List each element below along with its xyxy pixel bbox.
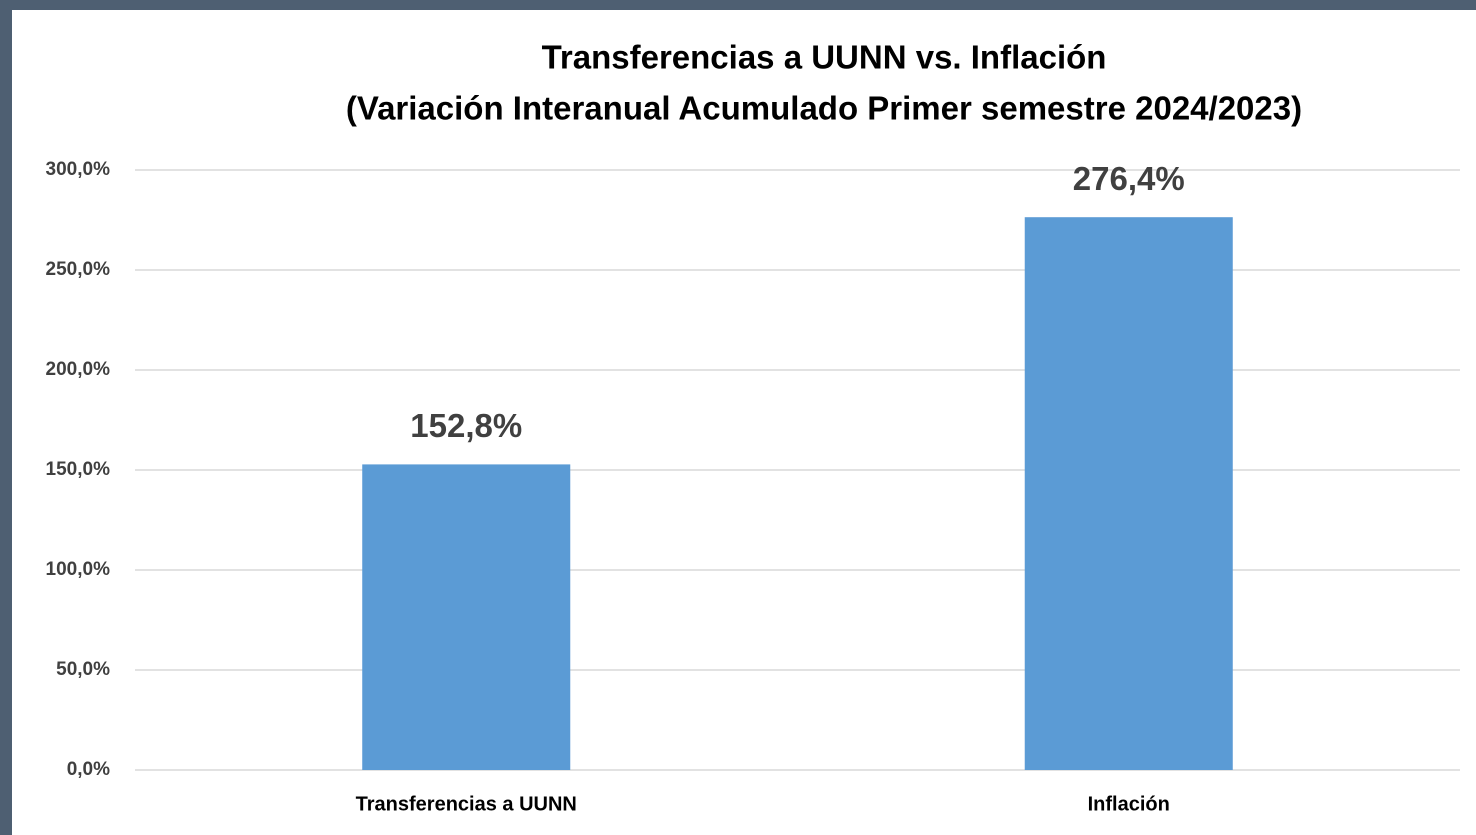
data-label: 276,4% xyxy=(1073,160,1185,197)
x-tick-label: Transferencias a UUNN xyxy=(356,793,577,815)
chart-title: Transferencias a UUNN vs. Inflación xyxy=(542,39,1107,76)
data-label: 152,8% xyxy=(410,407,522,444)
chart-subtitle: (Variación Interanual Acumulado Primer s… xyxy=(346,90,1302,127)
bar xyxy=(362,464,571,770)
y-tick-label: 50,0% xyxy=(56,659,110,680)
chart-panel xyxy=(12,10,1476,835)
y-tick-label: 100,0% xyxy=(46,559,111,580)
y-tick-label: 150,0% xyxy=(46,459,111,480)
y-tick-label: 300,0% xyxy=(46,159,111,180)
y-tick-label: 0,0% xyxy=(67,759,110,780)
y-tick-label: 200,0% xyxy=(46,359,111,380)
x-tick-label: Inflación xyxy=(1088,793,1170,815)
bar xyxy=(1024,217,1233,770)
y-tick-label: 250,0% xyxy=(46,259,111,280)
